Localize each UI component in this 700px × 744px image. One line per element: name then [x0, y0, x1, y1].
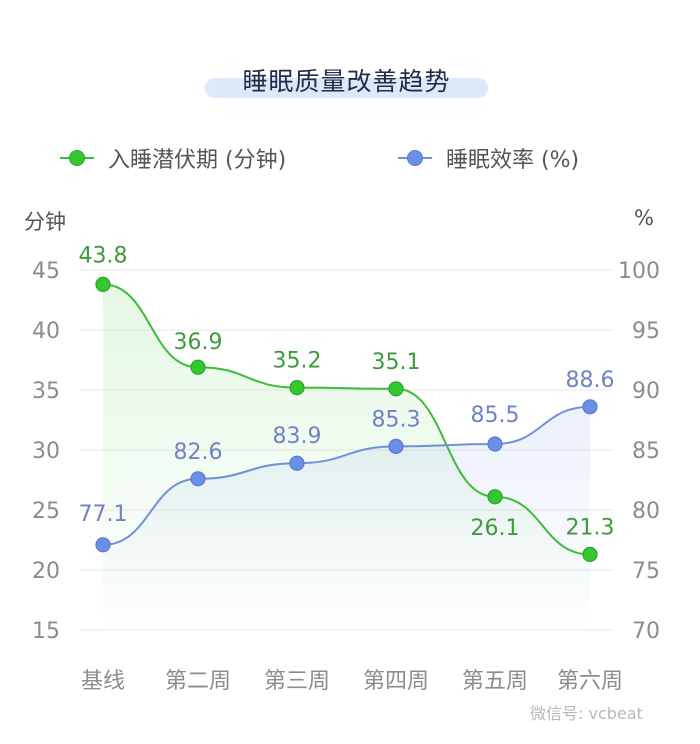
x-tick-label: 基线: [81, 669, 125, 694]
chart-title: 睡眠质量改善趋势: [242, 67, 451, 96]
data-point-efficiency: [95, 537, 111, 553]
y-left-tick-label: 30: [32, 439, 60, 464]
data-point-latency: [289, 380, 305, 396]
data-label-efficiency: 82.6: [174, 440, 223, 465]
data-point-latency: [190, 359, 206, 375]
data-label-latency: 35.2: [273, 349, 322, 374]
y-right-tick-label: 85: [632, 439, 660, 464]
data-point-latency: [487, 489, 503, 505]
y-axis-left-label: 分钟: [24, 210, 66, 234]
y-right-tick-label: 90: [632, 379, 660, 404]
data-point-efficiency: [388, 438, 404, 454]
data-label-latency: 43.8: [79, 243, 128, 268]
data-label-efficiency: 85.5: [471, 403, 520, 428]
x-tick-label: 第六周: [557, 669, 623, 694]
legend-item-efficiency: 睡眠效率 (%): [398, 140, 579, 176]
x-tick-label: 第五周: [462, 669, 528, 694]
data-label-latency: 36.9: [174, 330, 223, 355]
data-label-efficiency: 88.6: [566, 368, 615, 393]
data-point-latency: [582, 546, 598, 563]
x-tick-label: 第二周: [165, 669, 231, 694]
data-point-efficiency: [190, 471, 206, 487]
data-point-latency: [388, 381, 404, 397]
legend-marker-efficiency: [398, 148, 432, 168]
legend-item-latency: 入睡潜伏期 (分钟): [60, 140, 286, 176]
y-left-tick-label: 20: [32, 559, 60, 584]
data-label-latency: 35.1: [372, 350, 421, 375]
legend-label-latency: 入睡潜伏期 (分钟): [108, 148, 287, 173]
area-efficiency: [103, 406, 590, 630]
data-label-latency: 26.1: [471, 516, 520, 541]
y-left-tick-label: 35: [32, 379, 60, 404]
data-point-efficiency: [582, 399, 598, 415]
y-right-tick-label: 100: [618, 259, 660, 284]
legend-marker-latency: [60, 148, 94, 168]
legend-label-efficiency: 睡眠效率 (%): [446, 148, 580, 173]
data-label-efficiency: 85.3: [372, 407, 421, 432]
data-label-efficiency: 83.9: [273, 424, 322, 449]
data-point-efficiency: [289, 455, 305, 471]
data-point-latency: [95, 276, 111, 292]
chart-title-block: 睡眠质量改善趋势: [205, 60, 488, 98]
y-axis-right-label: %: [634, 206, 654, 230]
y-right-tick-label: 80: [632, 499, 660, 524]
y-left-tick-label: 15: [32, 619, 60, 644]
y-right-tick-label: 70: [632, 619, 660, 644]
title-highlight: [205, 78, 488, 98]
data-label-efficiency: 77.1: [79, 502, 128, 527]
x-tick-label: 第四周: [363, 669, 429, 694]
x-tick-label: 第三周: [264, 669, 330, 694]
y-left-tick-label: 40: [32, 319, 60, 344]
data-label-latency: 21.3: [566, 515, 615, 540]
watermark: 微信号: vcbeat: [530, 704, 643, 723]
series-line-efficiency: [102, 405, 591, 546]
series-line-latency: [102, 283, 591, 556]
data-point-efficiency: [487, 436, 503, 452]
y-right-tick-label: 75: [632, 559, 660, 584]
y-right-tick-label: 95: [632, 319, 660, 344]
y-left-tick-label: 45: [32, 259, 60, 284]
y-left-tick-label: 25: [32, 499, 60, 524]
